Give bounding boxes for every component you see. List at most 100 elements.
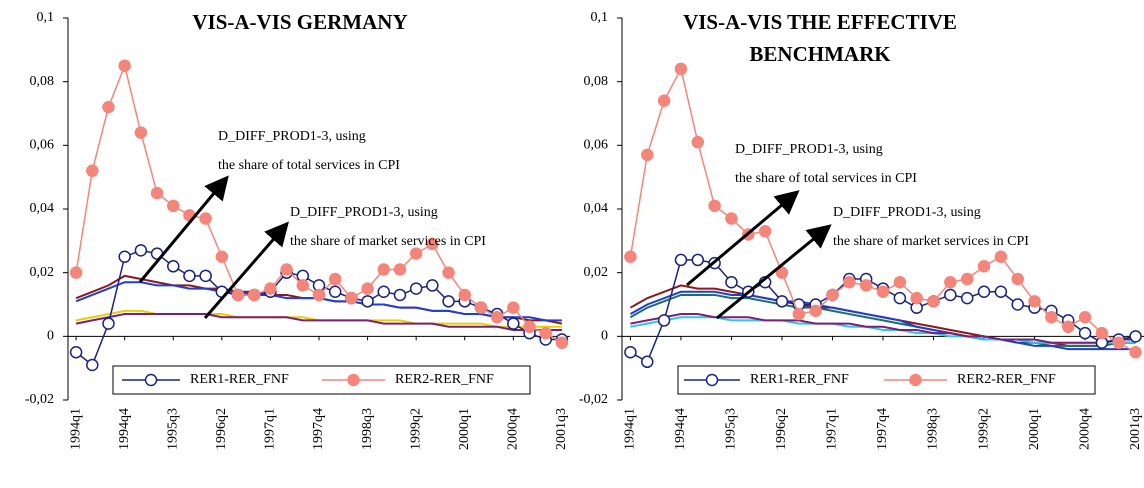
data-point xyxy=(657,314,671,327)
x-tick-label: 1995q3 xyxy=(724,408,739,450)
x-tick-label: 1994q1 xyxy=(68,408,83,450)
data-point xyxy=(393,263,407,276)
data-point xyxy=(775,295,789,308)
legend-marker xyxy=(909,373,922,387)
data-point xyxy=(1028,295,1041,308)
x-tick-label: 2000q4 xyxy=(506,408,521,450)
annotation: the share of market services in CPI xyxy=(290,234,486,249)
y-tick-label: 0,04 xyxy=(30,201,55,216)
data-point xyxy=(118,59,131,72)
data-point xyxy=(641,148,654,162)
series-line xyxy=(75,313,562,331)
data-point xyxy=(725,212,738,225)
data-point xyxy=(199,212,212,225)
x-tick-label: 1996q2 xyxy=(214,408,229,450)
legend-label: RER2-RER_FNF xyxy=(395,372,494,387)
data-point xyxy=(758,225,772,238)
data-point xyxy=(657,94,671,108)
data-point xyxy=(426,237,439,251)
data-point xyxy=(328,272,342,286)
data-point xyxy=(893,291,907,305)
data-point xyxy=(977,285,991,299)
data-point xyxy=(1129,330,1142,343)
data-point xyxy=(1061,320,1075,334)
y-tick-label: 0,08 xyxy=(30,74,55,89)
data-point xyxy=(994,285,1008,299)
annotation: the share of total services in CPI xyxy=(735,171,917,186)
data-point xyxy=(215,250,229,263)
x-tick-label: 1997q4 xyxy=(311,408,326,450)
data-point xyxy=(977,260,991,273)
data-point xyxy=(102,100,115,114)
annotation: the share of total services in CPI xyxy=(218,158,400,173)
annotation: D_DIFF_PROD1-3, using xyxy=(290,205,438,220)
data-point xyxy=(247,288,261,302)
annotation: the share of market services in CPI xyxy=(833,234,1029,249)
x-tick-label: 1997q4 xyxy=(875,408,890,450)
data-point xyxy=(876,285,890,299)
legend-label: RER1-RER_FNF xyxy=(190,372,289,387)
data-point xyxy=(539,326,552,340)
series-line xyxy=(629,290,1136,351)
data-point xyxy=(691,253,705,267)
legend-box xyxy=(112,365,531,395)
data-point xyxy=(183,269,196,283)
data-point xyxy=(674,62,688,76)
data-point xyxy=(231,288,245,302)
chart-title: VIS-A-VIS THE EFFECTIVE BENCHMARK xyxy=(683,10,957,66)
data-point xyxy=(927,295,940,308)
data-point xyxy=(507,301,520,314)
data-point xyxy=(280,263,293,276)
data-point xyxy=(960,272,974,286)
data-point xyxy=(893,275,907,289)
data-point xyxy=(1011,272,1024,286)
x-tick-label: 1999q2 xyxy=(408,408,423,450)
data-point xyxy=(1112,336,1125,349)
x-tick-label: 2001q3 xyxy=(554,408,569,450)
x-tick-label: 2000q4 xyxy=(1077,408,1092,450)
data-point xyxy=(960,291,974,305)
legend-marker xyxy=(144,373,158,387)
data-point xyxy=(826,288,839,302)
data-point xyxy=(118,250,131,263)
data-point xyxy=(624,346,637,359)
data-point xyxy=(345,291,358,305)
data-point xyxy=(523,320,536,334)
data-point xyxy=(944,288,957,302)
data-point xyxy=(442,295,455,308)
annotation-arrow xyxy=(686,190,800,287)
data-point xyxy=(624,250,637,263)
data-point xyxy=(775,266,789,279)
data-point xyxy=(264,282,277,295)
data-point xyxy=(792,307,806,321)
data-point xyxy=(134,244,148,257)
y-tick-label: 0,1 xyxy=(591,10,609,25)
x-tick-label: 1997q1 xyxy=(263,408,278,450)
annotation: D_DIFF_PROD1-3, using xyxy=(735,142,883,157)
data-point xyxy=(1078,326,1092,340)
data-point xyxy=(409,247,423,260)
data-point xyxy=(691,135,705,149)
series-line xyxy=(630,313,1136,344)
x-tick-label: 1994q4 xyxy=(673,408,688,450)
y-tick-label: 0,1 xyxy=(37,10,55,25)
data-point xyxy=(944,275,957,289)
x-tick-label: 2001q3 xyxy=(1128,408,1143,450)
data-point xyxy=(86,358,99,372)
y-tick-label: 0,02 xyxy=(30,265,55,280)
data-point xyxy=(442,266,455,279)
y-tick-label: 0,08 xyxy=(584,74,609,89)
data-point xyxy=(725,275,738,289)
y-tick-label: 0,04 xyxy=(584,201,609,216)
data-point xyxy=(1078,310,1092,324)
data-point xyxy=(312,288,326,302)
data-point xyxy=(134,126,148,139)
data-point xyxy=(409,282,423,295)
data-point xyxy=(458,288,471,302)
data-point xyxy=(102,317,115,330)
data-point xyxy=(426,279,439,292)
y-tick-label: 0,06 xyxy=(30,138,55,153)
data-point xyxy=(641,355,654,369)
data-point xyxy=(708,199,721,213)
